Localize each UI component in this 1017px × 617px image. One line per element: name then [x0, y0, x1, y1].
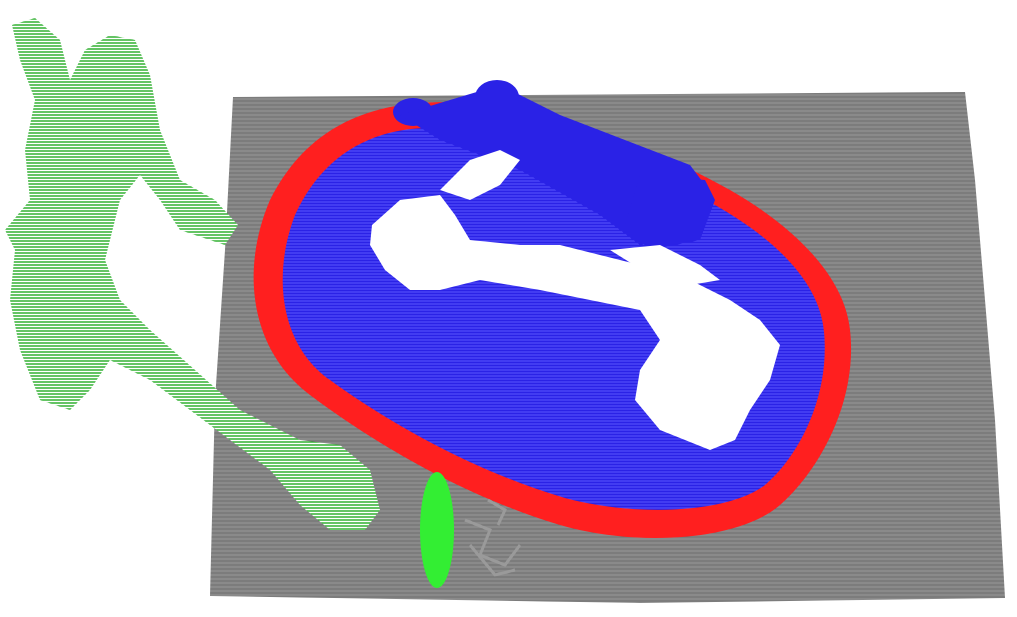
small-object: [420, 472, 454, 588]
